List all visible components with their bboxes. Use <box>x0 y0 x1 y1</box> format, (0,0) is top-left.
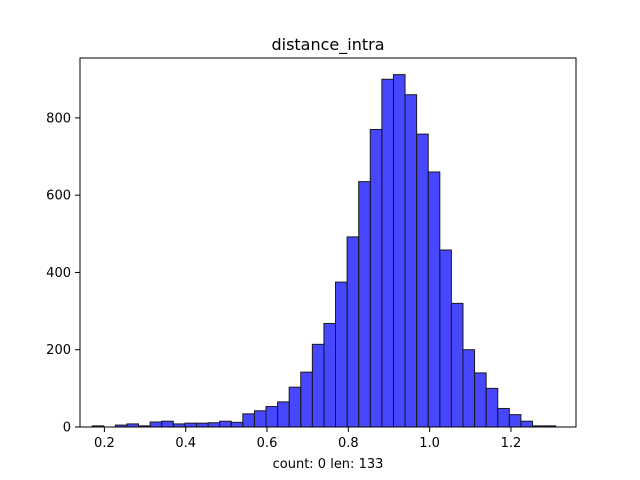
histogram-bar <box>265 406 279 428</box>
histogram-bar <box>253 410 267 428</box>
histogram-bar <box>219 420 232 428</box>
y-tick-label: 0 <box>63 421 71 436</box>
histogram-bar <box>520 420 533 428</box>
histogram-bar <box>450 302 464 428</box>
histogram-bar <box>392 74 406 428</box>
histogram-bar <box>288 386 302 428</box>
histogram-bar <box>416 133 429 428</box>
histogram-bar <box>427 171 441 428</box>
histogram-bar <box>161 420 174 428</box>
chart-title: distance_intra <box>271 35 384 55</box>
histogram-bar <box>462 349 476 428</box>
histogram-bar <box>346 236 360 428</box>
y-tick-label: 200 <box>46 343 71 358</box>
x-tick-label: 1.2 <box>501 436 522 451</box>
histogram-bar <box>149 421 163 428</box>
histogram-bar <box>195 422 209 428</box>
histogram-bar <box>311 343 325 428</box>
histogram-bar <box>439 249 452 428</box>
histogram-bar <box>184 422 197 428</box>
histogram-bar <box>300 371 313 428</box>
bars-group <box>91 74 557 428</box>
x-tick-label: 0.2 <box>94 436 115 451</box>
x-tick-label: 0.6 <box>257 436 278 451</box>
histogram-bar <box>497 407 510 428</box>
histogram-bar <box>404 94 418 428</box>
x-tick-label: 0.4 <box>175 436 196 451</box>
y-tick-label: 800 <box>46 111 71 126</box>
histogram-bar <box>474 372 487 428</box>
histogram-bar <box>369 128 383 428</box>
histogram-bar <box>277 401 290 428</box>
histogram-bar <box>508 414 522 428</box>
y-tick-label: 400 <box>46 266 71 281</box>
plot-area-frame <box>79 57 577 428</box>
y-axis-ticks: 0 200 400 600 800 <box>46 111 80 436</box>
x-axis-label: count: 0 len: 133 <box>273 457 384 472</box>
histogram-bar <box>335 281 348 428</box>
histogram-bar <box>381 78 394 428</box>
histogram-bar <box>207 422 221 428</box>
histogram-bar <box>358 181 371 428</box>
histogram-bar <box>242 413 255 428</box>
histogram-bar <box>323 322 337 428</box>
x-tick-label: 1.0 <box>419 436 440 451</box>
x-tick-label: 0.8 <box>338 436 359 451</box>
x-axis-ticks: 0.2 0.4 0.6 0.8 1.0 1.2 <box>94 427 521 451</box>
histogram-bar <box>230 421 244 428</box>
histogram-bar <box>485 387 499 428</box>
y-tick-label: 600 <box>46 189 71 204</box>
